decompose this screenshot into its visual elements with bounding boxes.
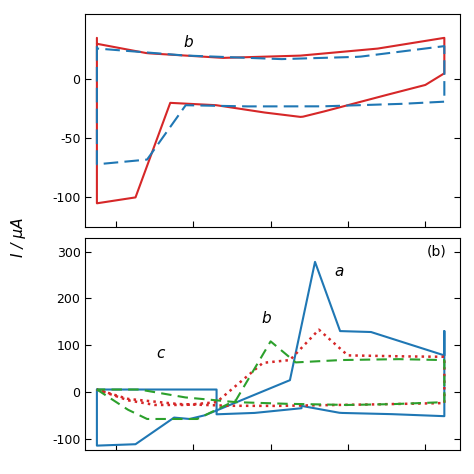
- Text: c: c: [157, 346, 165, 361]
- Text: b: b: [261, 310, 271, 326]
- Text: a: a: [334, 264, 344, 279]
- Text: b: b: [184, 35, 193, 50]
- Text: I / μA: I / μA: [11, 217, 27, 257]
- Text: (b): (b): [427, 245, 446, 259]
